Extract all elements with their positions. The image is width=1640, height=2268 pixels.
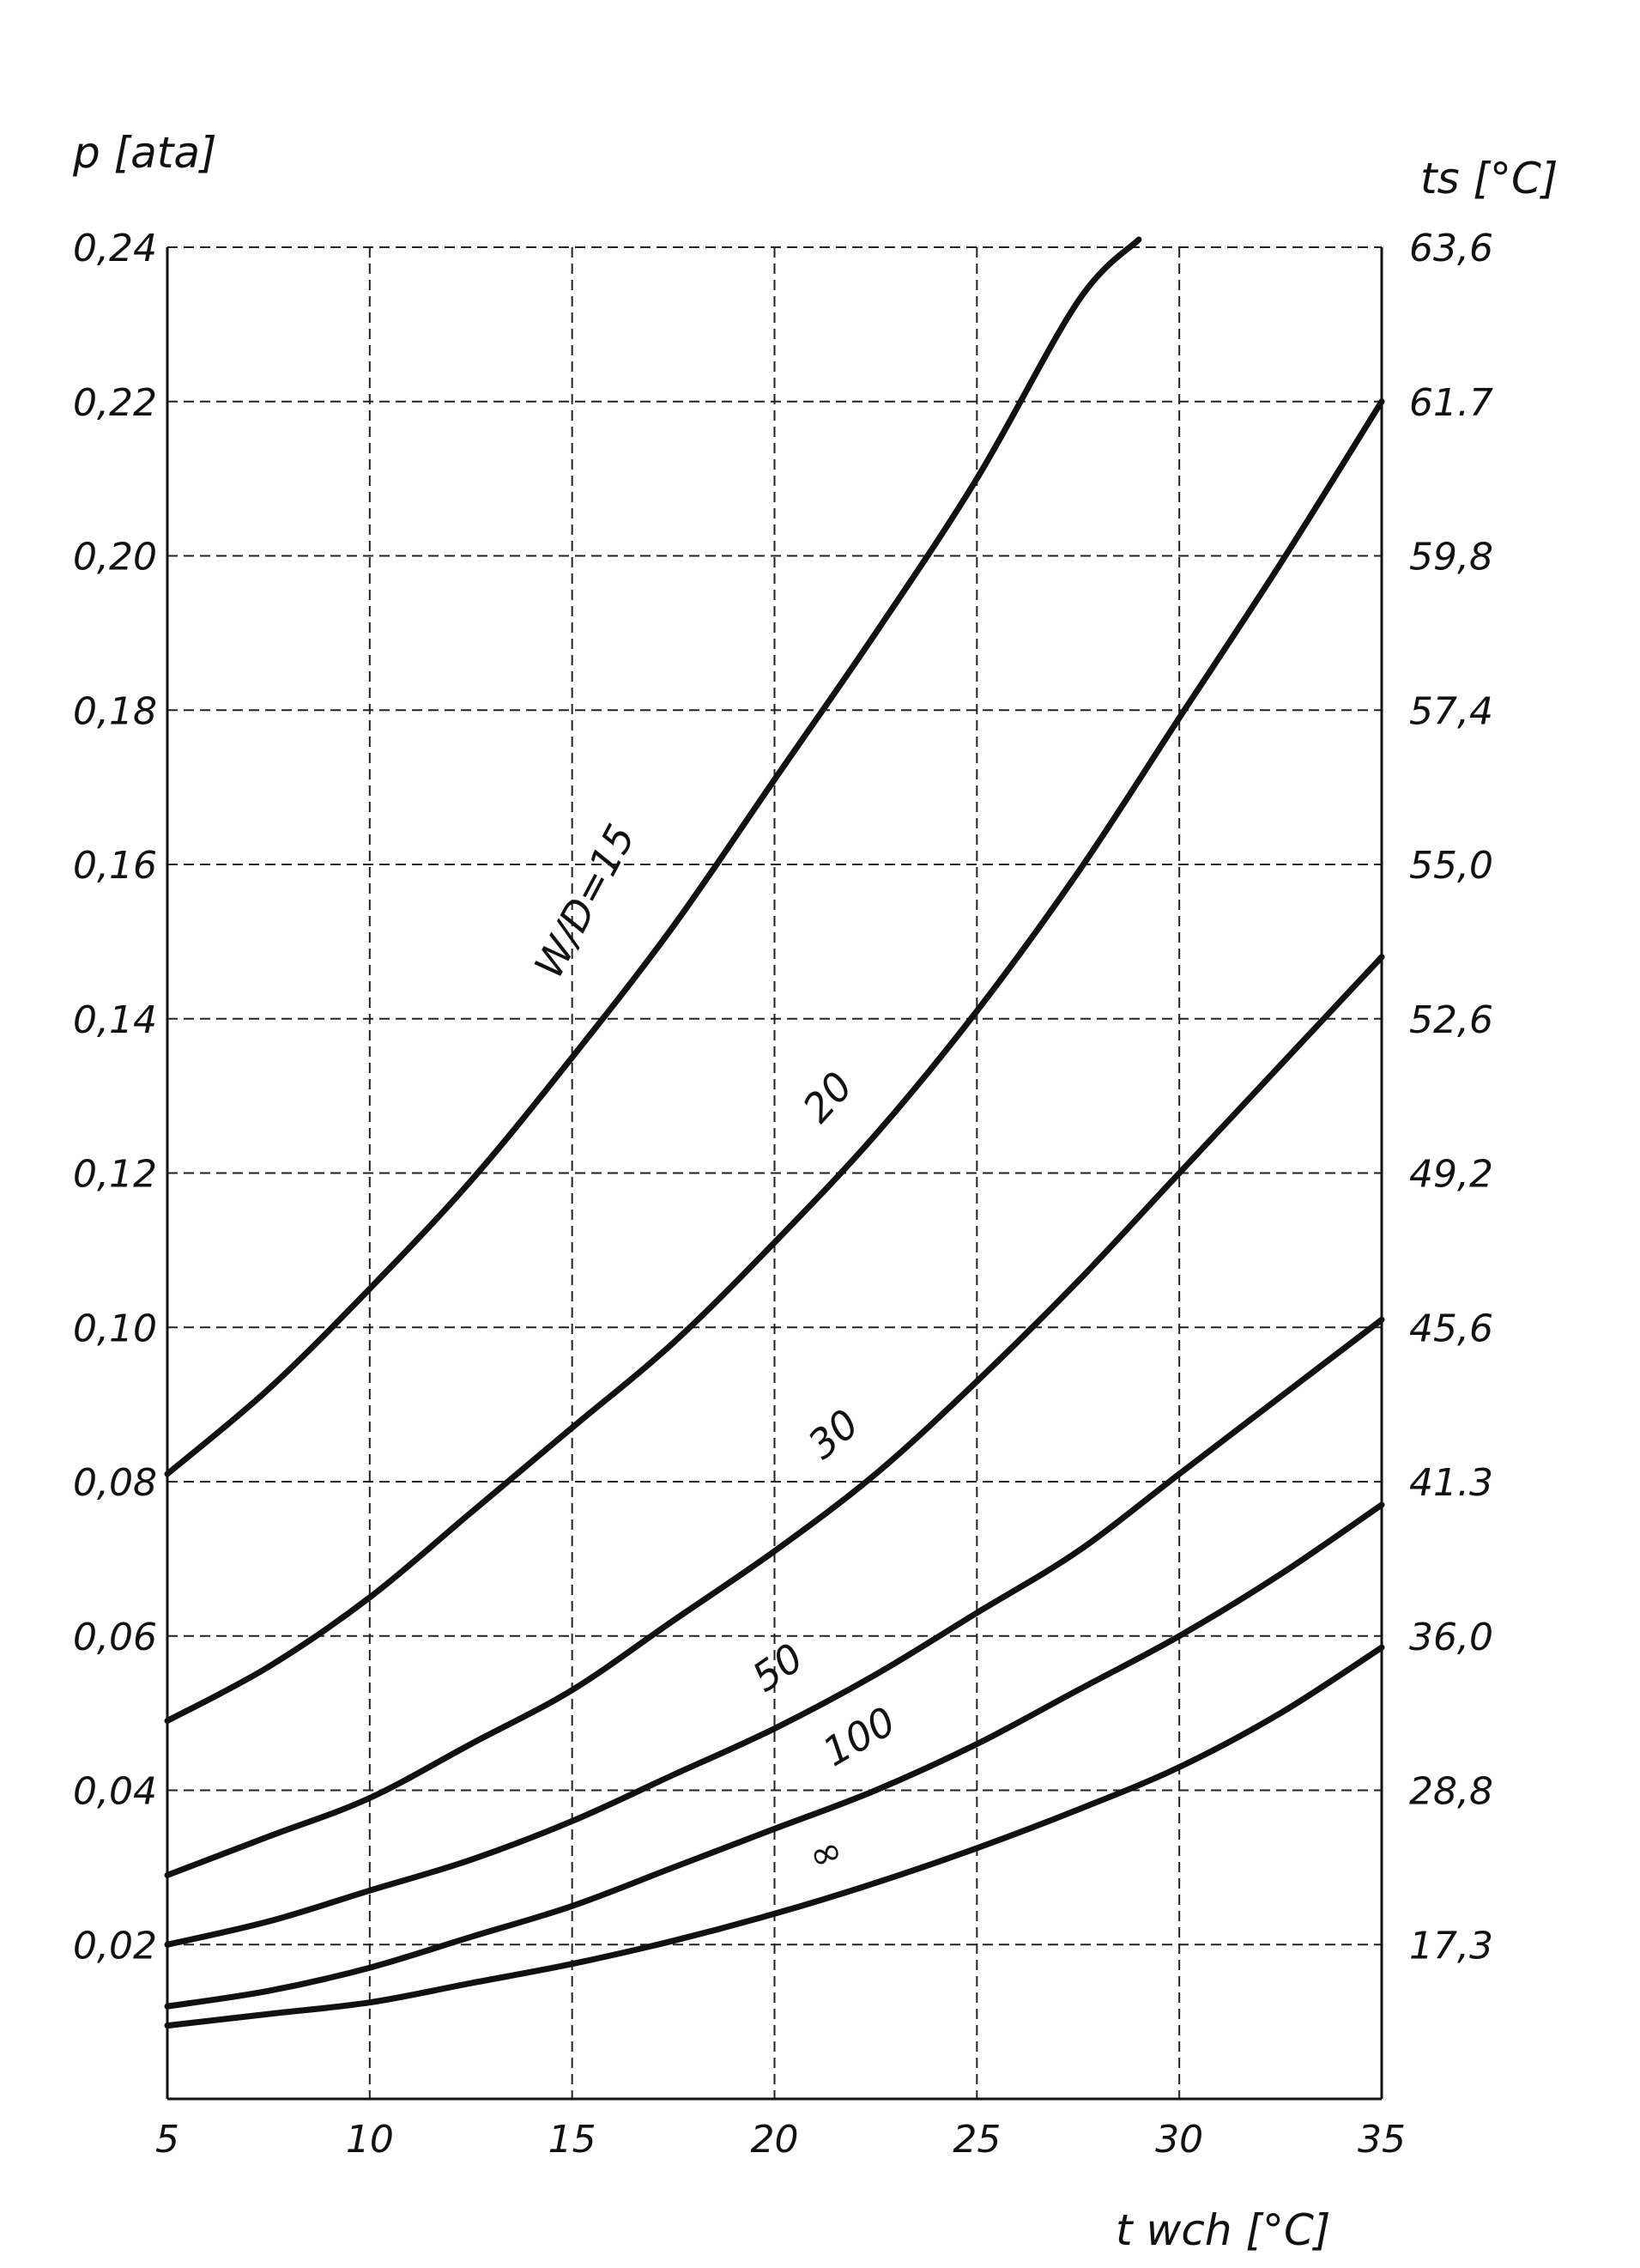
y-tick-label-left: 0,16 xyxy=(73,844,157,888)
y-tick-label-right: 59,8 xyxy=(1409,536,1493,579)
x-tick-label: 30 xyxy=(1155,2118,1203,2162)
y-tick-label-left: 0,02 xyxy=(73,1924,157,1968)
label-layer: p [ata] ts [°C] t wch [°C] xyxy=(72,128,1558,2255)
y-tick-label-left: 0,04 xyxy=(73,1770,157,1814)
y-tick-label-left: 0,20 xyxy=(73,536,157,579)
y-tick-label-left: 0,14 xyxy=(73,998,157,1042)
series-line-20 xyxy=(164,398,1385,1725)
x-tick-label: 10 xyxy=(346,2118,394,2162)
series-label: ∞ xyxy=(802,1825,849,1880)
y-tick-label-right: 49,2 xyxy=(1409,1153,1493,1197)
series-label: 50 xyxy=(744,1634,812,1701)
series-line-infinity xyxy=(164,1644,1385,2029)
y-tick-label-left: 0,06 xyxy=(73,1616,157,1659)
y-tick-label-right: 57,4 xyxy=(1409,689,1493,733)
series-line-30 xyxy=(164,954,1385,1878)
plot-frame xyxy=(166,246,1383,2101)
series-line-w-d-15 xyxy=(164,236,1142,1477)
x-tick-label: 35 xyxy=(1358,2118,1406,2162)
y-tick-label-left: 0,08 xyxy=(73,1461,157,1505)
y-axis-label-left: p [ata] xyxy=(72,128,217,178)
x-tick-label: 5 xyxy=(155,2118,179,2162)
x-tick-label: 25 xyxy=(953,2118,1001,2162)
x-tick-label: 15 xyxy=(548,2118,596,2162)
x-axis-label: t wch [°C] xyxy=(1116,2205,1330,2255)
series-line-50 xyxy=(164,1316,1385,1948)
y-tick-label-left: 0,18 xyxy=(73,689,157,733)
series-label: 20 xyxy=(794,1063,862,1131)
y-tick-label-right: 45,6 xyxy=(1409,1307,1493,1350)
y-tick-label-right: 63,6 xyxy=(1409,227,1493,270)
y-tick-label-right: 61.7 xyxy=(1409,381,1493,425)
y-tick-label-left: 0,10 xyxy=(73,1307,157,1350)
y-tick-label-left: 0,22 xyxy=(73,381,157,425)
y-tick-label-right: 28,8 xyxy=(1409,1770,1493,1814)
x-tick-label: 20 xyxy=(751,2118,799,2162)
series-label: W/D=15 xyxy=(525,817,645,985)
y-tick-label-left: 0,12 xyxy=(73,1153,157,1197)
y-tick-label-right: 41.3 xyxy=(1409,1461,1493,1505)
y-tick-label-left: 0,24 xyxy=(73,227,157,270)
y-tick-label-right: 55,0 xyxy=(1409,844,1493,888)
series-label: 100 xyxy=(814,1698,903,1776)
y-tick-label-right: 52,6 xyxy=(1409,998,1493,1042)
grid-layer xyxy=(167,247,1382,2099)
y-tick-label-right: 17,3 xyxy=(1409,1924,1493,1968)
series-line-100 xyxy=(164,1501,1385,2010)
series-label: 30 xyxy=(799,1400,868,1468)
y-axis-label-right: ts [°C] xyxy=(1420,154,1558,203)
tick-layer: 5 10 15 20 25 30 35 0,02 0,04 0,06 0,08 0,10 0,12 0,1… xyxy=(73,227,1493,2162)
y-tick-label-right: 36,0 xyxy=(1409,1616,1493,1659)
